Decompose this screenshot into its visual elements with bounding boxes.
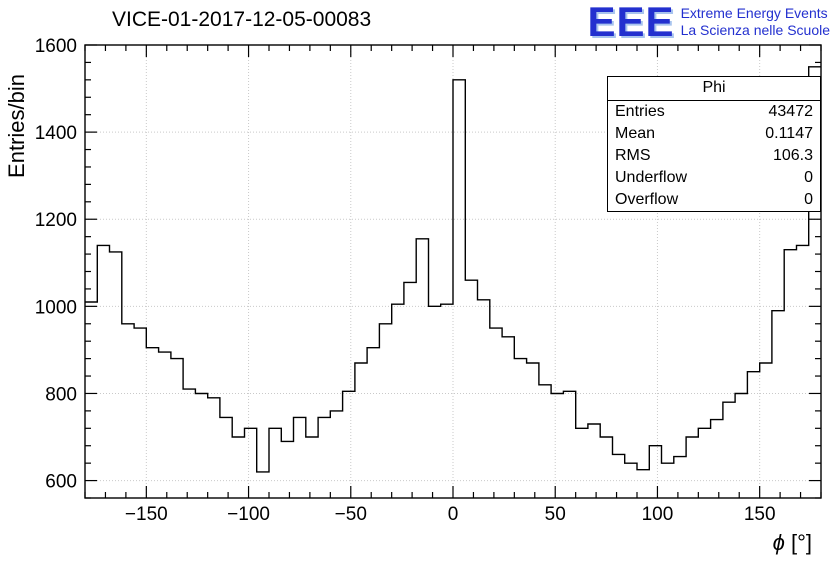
svg-text:600: 600 [45, 472, 77, 493]
stat-value: 0.1147 [765, 125, 813, 142]
eee-logo: EEE Extreme Energy Events La Scienza nel… [587, 0, 830, 45]
y-axis-title: Entries/bin [4, 74, 29, 178]
svg-text:−100: −100 [227, 504, 270, 525]
svg-text:−50: −50 [335, 504, 367, 525]
svg-text:1000: 1000 [35, 297, 77, 318]
plot-frame [84, 44, 822, 499]
svg-text:100: 100 [642, 504, 674, 525]
stats-row: Mean 0.1147 [608, 123, 820, 145]
stats-row: Entries 43472 [608, 101, 820, 123]
stats-box-title: Phi [608, 77, 820, 101]
eee-logo-text: Extreme Energy Events La Scienza nelle S… [681, 5, 830, 39]
stat-value: 0 [804, 169, 813, 186]
stats-row: Overflow 0 [608, 189, 820, 211]
stats-row: Underflow 0 [608, 167, 820, 189]
plot-title: VICE-01-2017-12-05-00083 [112, 8, 372, 31]
logo-line2: La Scienza nelle Scuole [680, 22, 830, 38]
logo-line1: Extreme Energy Events [680, 5, 828, 21]
stat-value: 0 [804, 191, 813, 208]
stats-row: RMS 106.3 [608, 145, 820, 167]
eee-logo-acronym: EEE [587, 0, 675, 45]
stats-box: Phi Entries 43472 Mean 0.1147 RMS 106.3 … [607, 76, 821, 212]
svg-text:1600: 1600 [35, 36, 77, 57]
svg-text:50: 50 [545, 504, 566, 525]
stat-label: Entries [615, 103, 665, 120]
histogram-step [85, 66, 821, 473]
svg-text:1400: 1400 [35, 123, 77, 144]
x-axis-title: ϕ [°] [773, 530, 812, 555]
stat-label: Mean [615, 125, 656, 142]
stat-value: 106.3 [772, 147, 813, 164]
x-tick-labels: −150 −100 −50 0 50 100 150 [125, 504, 776, 525]
svg-text:0: 0 [448, 504, 459, 525]
stat-label: RMS [615, 147, 651, 164]
stat-value: 43472 [768, 103, 814, 120]
y-tick-labels: 600 800 1000 1200 1400 1600 [35, 36, 77, 493]
svg-text:150: 150 [744, 504, 776, 525]
svg-text:−150: −150 [125, 504, 168, 525]
stat-label: Overflow [615, 191, 679, 208]
stat-label: Underflow [615, 169, 688, 186]
svg-text:800: 800 [45, 384, 77, 405]
svg-text:1200: 1200 [35, 210, 77, 231]
